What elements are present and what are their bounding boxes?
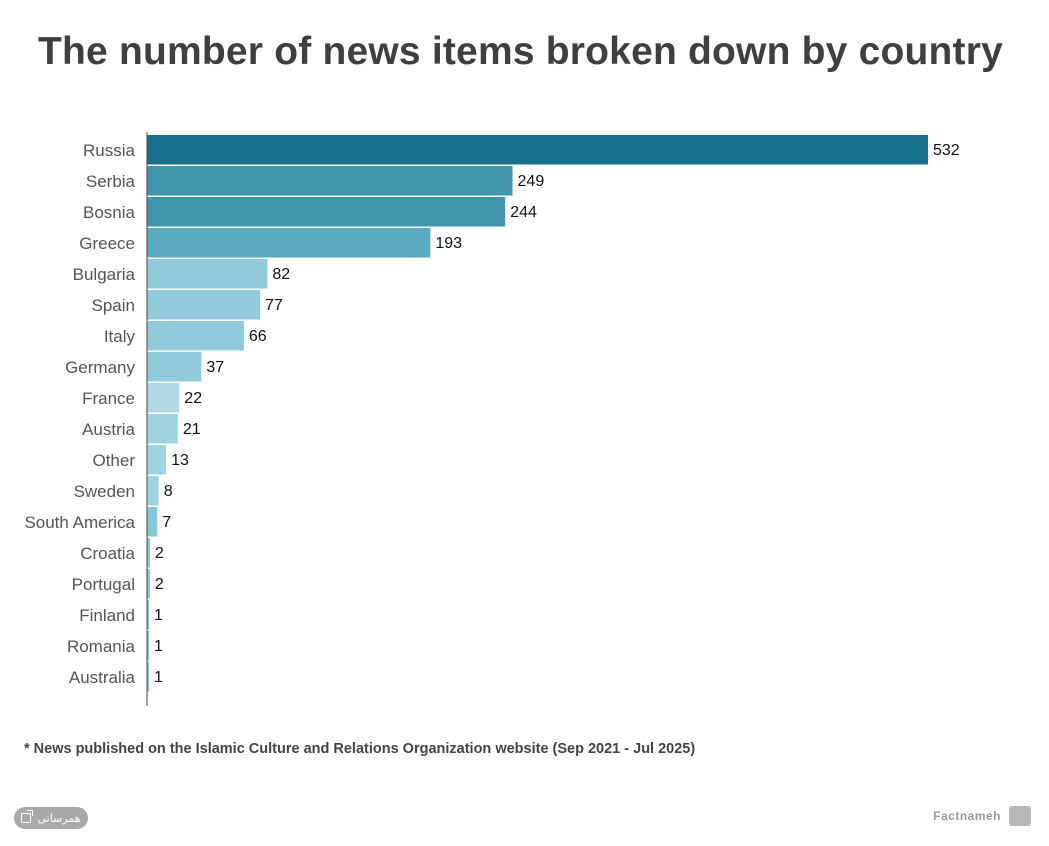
category-label: South America xyxy=(24,513,135,532)
share-button[interactable]: همرسانی xyxy=(14,807,88,829)
value-label: 2 xyxy=(155,545,164,562)
category-label: Bosnia xyxy=(83,203,136,222)
bar-south-america xyxy=(147,507,158,537)
category-label: Greece xyxy=(79,234,135,253)
brand-logo-icon xyxy=(1009,806,1031,826)
bar-chart: Russia Serbia Bosnia Greece Bulgaria Spain Ita… xyxy=(24,132,960,706)
value-label: 193 xyxy=(435,235,462,252)
value-label: 244 xyxy=(510,204,537,221)
bar-france xyxy=(147,383,180,413)
bar-italy xyxy=(147,321,244,351)
bar-croatia xyxy=(147,538,150,568)
bar-bosnia xyxy=(147,197,506,227)
bar-bulgaria xyxy=(147,259,268,289)
bar-spain xyxy=(147,290,261,320)
value-label: 21 xyxy=(183,421,201,438)
value-label: 1 xyxy=(154,607,163,624)
bar-finland xyxy=(147,600,149,630)
category-label: Croatia xyxy=(80,544,135,563)
category-label: Austria xyxy=(82,420,135,439)
value-label: 77 xyxy=(265,297,283,314)
category-label: Serbia xyxy=(86,172,136,191)
footnote: * News published on the Islamic Culture … xyxy=(24,741,696,757)
value-label: 8 xyxy=(164,483,173,500)
bar-romania xyxy=(147,631,149,661)
value-label: 2 xyxy=(155,576,164,593)
bar-germany xyxy=(147,352,202,382)
value-label: 1 xyxy=(154,669,163,686)
brand-name: Factnameh xyxy=(933,809,1001,823)
bar-serbia xyxy=(147,166,513,196)
value-label: 7 xyxy=(162,514,171,531)
category-label: Finland xyxy=(79,606,135,625)
category-label: Sweden xyxy=(74,482,135,501)
chart-title: The number of news items broken down by … xyxy=(38,30,1004,73)
category-label: Russia xyxy=(83,141,136,160)
brand: Factnameh xyxy=(933,806,1031,826)
share-label: همرسانی xyxy=(37,812,81,825)
value-label: 37 xyxy=(206,359,224,376)
bars-group xyxy=(147,135,928,692)
value-label: 13 xyxy=(171,452,189,469)
value-label: 249 xyxy=(518,173,545,190)
category-labels-group: Russia Serbia Bosnia Greece Bulgaria Spain Ita… xyxy=(24,141,135,687)
value-label: 1 xyxy=(154,638,163,655)
category-label: France xyxy=(82,389,135,408)
category-label: Australia xyxy=(69,668,136,687)
bar-russia xyxy=(147,135,928,165)
category-label: Spain xyxy=(92,296,135,315)
value-label: 22 xyxy=(184,390,202,407)
category-label: Portugal xyxy=(72,575,135,594)
bar-austria xyxy=(147,414,178,444)
bar-portugal xyxy=(147,569,150,599)
value-label: 532 xyxy=(933,142,960,159)
value-label: 82 xyxy=(272,266,290,283)
bar-australia xyxy=(147,662,149,692)
category-label: Germany xyxy=(65,358,135,377)
category-label: Italy xyxy=(104,327,136,346)
value-label: 66 xyxy=(249,328,267,345)
bar-greece xyxy=(147,228,431,258)
category-label: Other xyxy=(92,451,135,470)
category-label: Romania xyxy=(67,637,136,656)
category-label: Bulgaria xyxy=(73,265,136,284)
share-icon xyxy=(21,810,34,823)
bar-other xyxy=(147,445,167,475)
bar-sweden xyxy=(147,476,159,506)
